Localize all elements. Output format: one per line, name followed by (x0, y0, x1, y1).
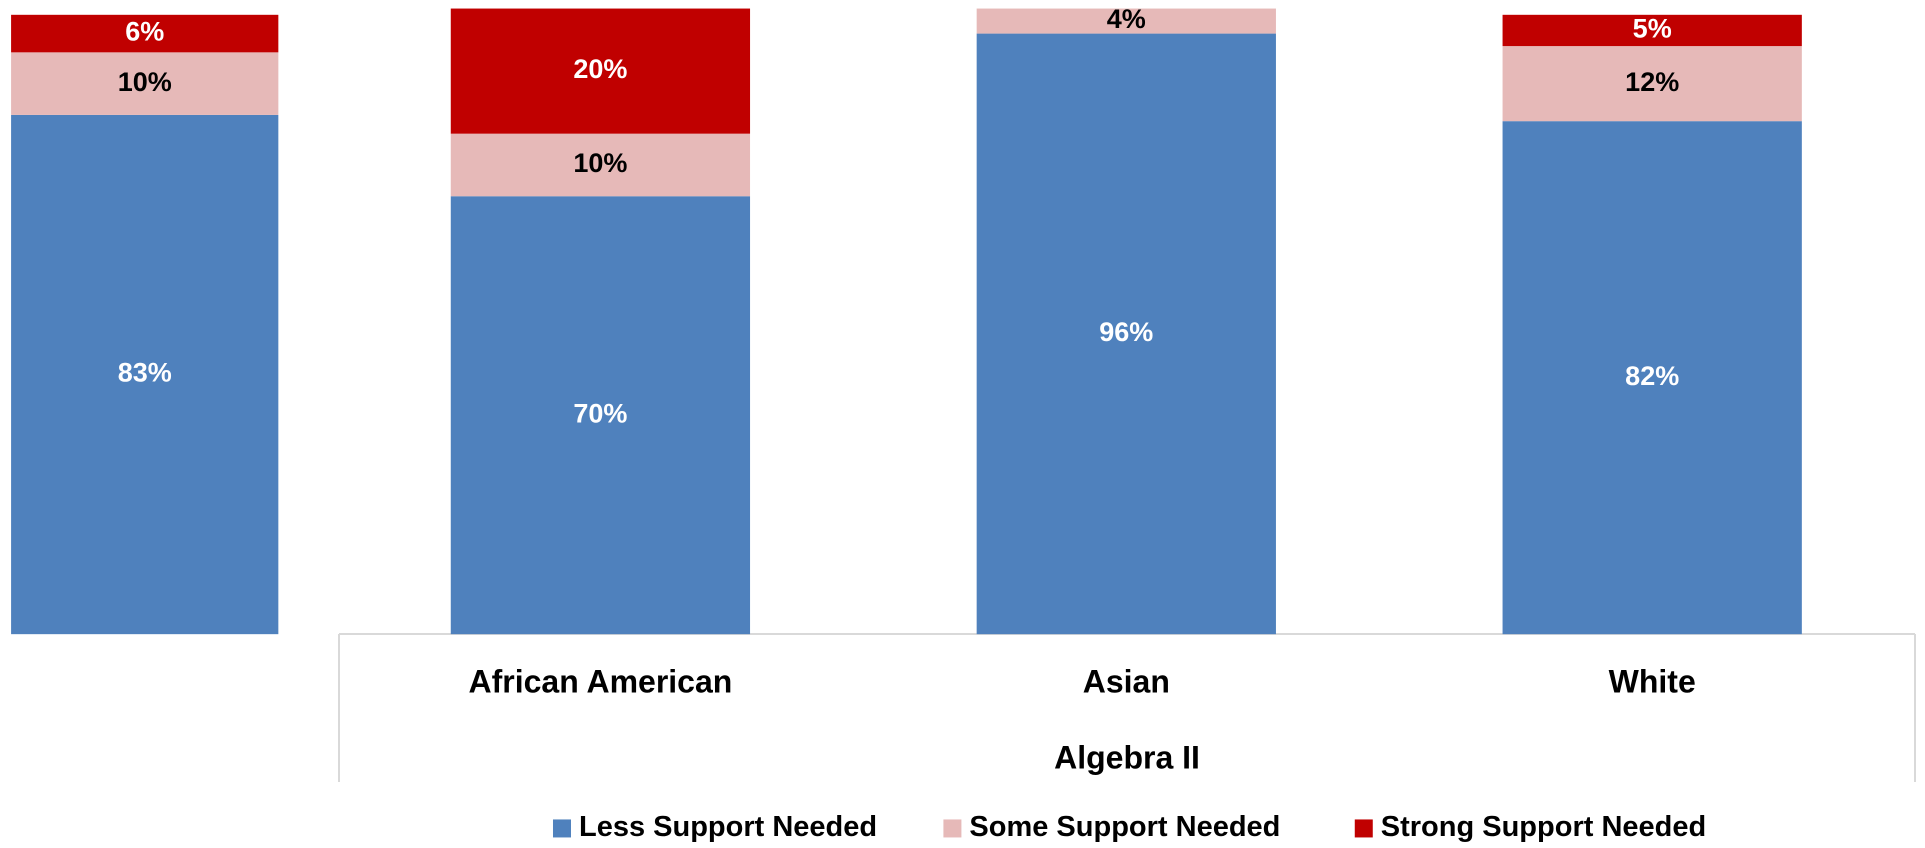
x-tick-label: White (1609, 664, 1696, 700)
bar-segment (450, 196, 751, 635)
bar-segment (976, 33, 1276, 635)
data-label: 5% (1633, 14, 1672, 44)
data-label: 10% (118, 67, 172, 97)
x-tick-label: African American (469, 664, 733, 700)
bar-segment (11, 52, 279, 115)
data-label: 4% (1107, 4, 1146, 34)
legend-swatch (943, 819, 962, 838)
data-label: 10% (573, 148, 627, 178)
bar-segment (1502, 46, 1802, 122)
x-tick-label: Asian (1083, 664, 1170, 700)
legend-swatch (1354, 819, 1373, 838)
data-label: 20% (573, 54, 627, 84)
bar-segment (976, 8, 1276, 34)
data-label: 6% (125, 17, 164, 47)
legend-label: Less Support Needed (579, 811, 877, 843)
legend-swatch (552, 819, 571, 838)
bar-segment (1502, 121, 1802, 635)
data-label: 12% (1625, 67, 1679, 97)
bar-segment (11, 114, 279, 635)
data-label: 70% (573, 398, 627, 428)
group-label: Algebra II (1054, 739, 1200, 775)
legend-label: Some Support Needed (969, 811, 1280, 843)
legend-label: Strong Support Needed (1381, 811, 1706, 843)
bar-segment (450, 8, 751, 134)
data-label: 96% (1099, 317, 1153, 347)
data-label: 83% (118, 358, 172, 388)
data-label: 82% (1625, 361, 1679, 391)
bar-segment (1502, 14, 1802, 47)
bar-segment (450, 133, 751, 197)
bar-segment (11, 14, 279, 53)
